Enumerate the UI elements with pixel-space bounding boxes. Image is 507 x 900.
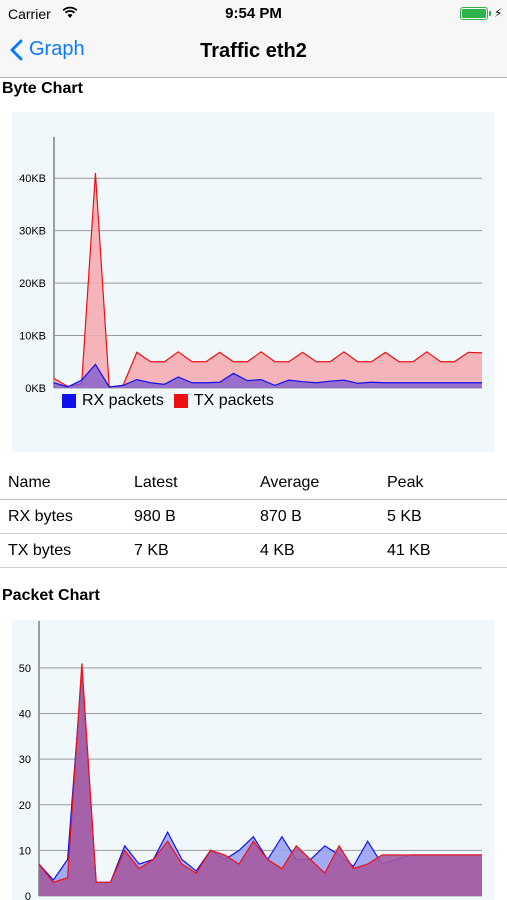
byte-chart: 0KB 10KB 20KB 30KB 40KB RX packets TX packet… (12, 112, 494, 452)
packet-chart: 0 10 20 30 40 50 (12, 620, 494, 900)
legend-rx-swatch (62, 394, 76, 408)
y-tick-label: 10KB (19, 331, 46, 343)
byte-chart-plot: 0KB 10KB 20KB 30KB 40KB (19, 137, 483, 395)
back-button[interactable]: Graph (10, 38, 85, 61)
status-time: 9:54 PM (225, 5, 282, 22)
packet-chart-title: Packet Chart (2, 587, 100, 604)
y-tick-label: 0 (25, 891, 31, 900)
y-tick-label: 30 (19, 754, 31, 766)
row-rx-name: RX bytes (8, 508, 73, 525)
series-line-rx (53, 363, 482, 388)
legend-tx-swatch (173, 394, 188, 408)
byte-chart-title: Byte Chart (2, 80, 83, 97)
row-tx-peak: 41 KB (387, 542, 431, 559)
y-tick-label: 30KB (19, 226, 46, 238)
y-tick-label: 20KB (19, 278, 46, 290)
packet-chart-plot: 0 10 20 30 40 50 (19, 621, 482, 900)
series-line-tx (38, 663, 482, 884)
y-tick-label: 40KB (19, 173, 46, 185)
y-tick-label: 20 (19, 800, 31, 812)
stats-table: Name Latest Average Peak RX bytes 980 B … (0, 466, 507, 568)
row-rx-peak: 5 KB (387, 508, 422, 525)
charging-bolt-icon: ⚡ (494, 6, 503, 20)
y-tick-label: 0KB (25, 383, 46, 395)
table-row: RX bytes 980 B 870 B 5 KB (0, 500, 507, 534)
status-bar: Carrier 9:54 PM ⚡ (0, 0, 507, 28)
navigation-bar: Graph Traffic eth2 (0, 28, 507, 78)
battery-icon (460, 7, 488, 20)
legend-rx-label: RX packets (82, 392, 164, 409)
byte-chart-legend: RX packets TX packets (62, 392, 284, 410)
back-label: Graph (29, 38, 85, 60)
header-latest: Latest (134, 474, 178, 491)
row-tx-average: 4 KB (260, 542, 295, 559)
row-tx-name: TX bytes (8, 542, 72, 559)
carrier-label: Carrier (8, 6, 51, 22)
wifi-icon (62, 6, 78, 18)
series-line-tx (53, 172, 483, 388)
legend-tx-label: TX packets (193, 392, 274, 409)
header-name: Name (8, 474, 51, 491)
table-header-row: Name Latest Average Peak (0, 466, 507, 500)
row-rx-average: 870 B (260, 508, 302, 525)
y-tick-label: 40 (19, 709, 31, 721)
row-tx-latest: 7 KB (134, 542, 169, 559)
series-area-tx (54, 172, 482, 388)
battery-cap (489, 11, 491, 16)
legend-tx: TX packets (173, 392, 274, 410)
series-area-tx (39, 663, 482, 896)
legend-rx: RX packets (62, 392, 164, 410)
header-average: Average (260, 474, 320, 491)
chevron-left-icon (10, 39, 23, 60)
row-rx-latest: 980 B (134, 508, 176, 525)
header-peak: Peak (387, 474, 424, 491)
y-tick-label: 50 (19, 663, 31, 675)
table-row: TX bytes 7 KB 4 KB 41 KB (0, 534, 507, 568)
y-tick-label: 10 (19, 845, 31, 857)
